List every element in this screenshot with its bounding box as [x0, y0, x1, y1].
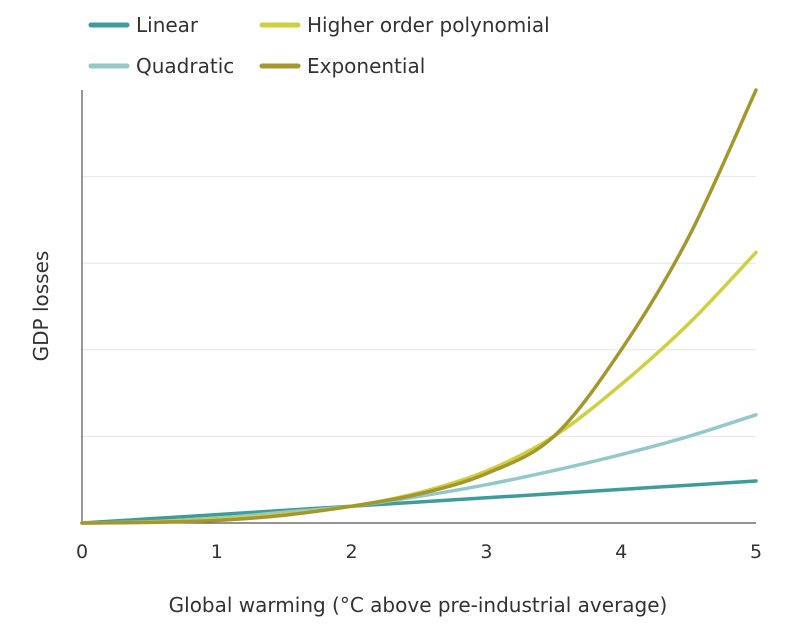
series-line-quadratic — [80, 413, 758, 525]
axes — [81, 90, 756, 524]
series-line-exponential — [80, 88, 758, 525]
x-tick-label: 4 — [615, 541, 627, 563]
legend-label: Quadratic — [136, 54, 234, 78]
legend: Linear Quadratic Higher order polynomial Ex… — [88, 13, 550, 78]
series-line-higher-order-polynomial — [80, 250, 758, 525]
legend-label: Higher order polynomial — [307, 13, 550, 37]
y-axis-label: GDP losses — [29, 251, 53, 362]
legend-label: Linear — [136, 13, 199, 37]
x-tick-label: 3 — [480, 541, 492, 563]
x-tick-label: 5 — [750, 541, 762, 563]
series-lines — [80, 88, 758, 525]
gridlines — [82, 176, 756, 437]
x-axis-label: Global warming (°C above pre-industrial … — [169, 593, 668, 617]
legend-label: Exponential — [307, 54, 425, 78]
series-line-linear — [80, 479, 758, 525]
x-tick-labels: 0 1 2 3 4 5 — [76, 541, 762, 563]
x-tick-label: 1 — [211, 541, 223, 563]
x-tick-label: 0 — [76, 541, 88, 563]
x-tick-label: 2 — [346, 541, 358, 563]
